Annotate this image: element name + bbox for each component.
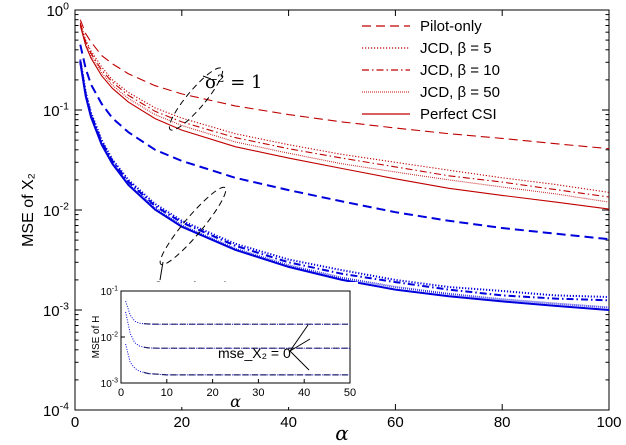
inset-x-axis-label: α <box>230 392 241 411</box>
x-tick-label: 40 <box>280 414 297 431</box>
legend-label: JCD, β = 10 <box>420 62 500 79</box>
inset-series-dashed <box>143 371 350 376</box>
series-line <box>79 62 610 311</box>
inset-x-tick-label: 10 <box>161 387 173 399</box>
series-line <box>79 24 610 203</box>
inset-y-tick-label: 10-1 <box>101 286 118 299</box>
annotation-ellipse <box>168 67 224 131</box>
inset-x-tick-label: 40 <box>298 387 310 399</box>
y-tick-label: 10-1 <box>43 100 69 120</box>
x-axis-label: α <box>335 421 349 445</box>
y-tick-label: 10-3 <box>43 300 69 320</box>
x-tick-label: 20 <box>173 414 190 431</box>
y-axis-label: MSE of X₂ <box>20 173 37 247</box>
inset-arrow <box>289 324 309 352</box>
x-tick-label: 80 <box>494 414 511 431</box>
legend-label: JCD, β = 50 <box>420 84 500 101</box>
inset-x-tick-label: 0 <box>118 387 124 399</box>
series-line <box>79 60 610 302</box>
inset-y-axis-label: MSE of H <box>91 316 102 359</box>
series-line <box>79 23 610 198</box>
inset-x-tick-label: 30 <box>252 387 264 399</box>
x-tick-label: 100 <box>596 414 621 431</box>
inset-annotation: mse_X₂ = 0 <box>218 345 291 361</box>
series-line <box>79 22 610 193</box>
series-line <box>79 19 610 150</box>
inset-x-tick-label: 50 <box>344 387 356 399</box>
y-tick-label: 10-4 <box>43 400 69 420</box>
y-tick-label: 100 <box>46 0 69 20</box>
x-tick-label: 60 <box>387 414 404 431</box>
series-line <box>79 44 610 241</box>
series-line <box>79 25 610 210</box>
inset-arrow <box>289 350 310 371</box>
inset-y-tick-label: 10-3 <box>101 378 118 391</box>
inset-background <box>86 282 358 407</box>
y-tick-label: 10-2 <box>43 200 69 220</box>
annotation-ellipse <box>159 186 227 266</box>
legend-label: JCD, β = 5 <box>420 40 492 57</box>
inset-x-tick-label: 20 <box>206 387 218 399</box>
series-line <box>79 62 610 309</box>
inset-series-dashed <box>143 323 350 325</box>
inset-y-tick-label: 10-2 <box>101 332 118 345</box>
inset-series-dashed <box>143 346 350 349</box>
legend-label: Pilot-only <box>420 18 482 35</box>
annotation-sigma-1: σ² = 1 <box>205 72 262 93</box>
x-tick-label: 0 <box>71 414 79 431</box>
annotation-leader <box>159 261 164 281</box>
inset-arrow <box>289 338 311 352</box>
annotation-leader <box>202 75 212 80</box>
series-line <box>79 59 610 298</box>
legend-label: Perfect CSI <box>420 106 497 123</box>
